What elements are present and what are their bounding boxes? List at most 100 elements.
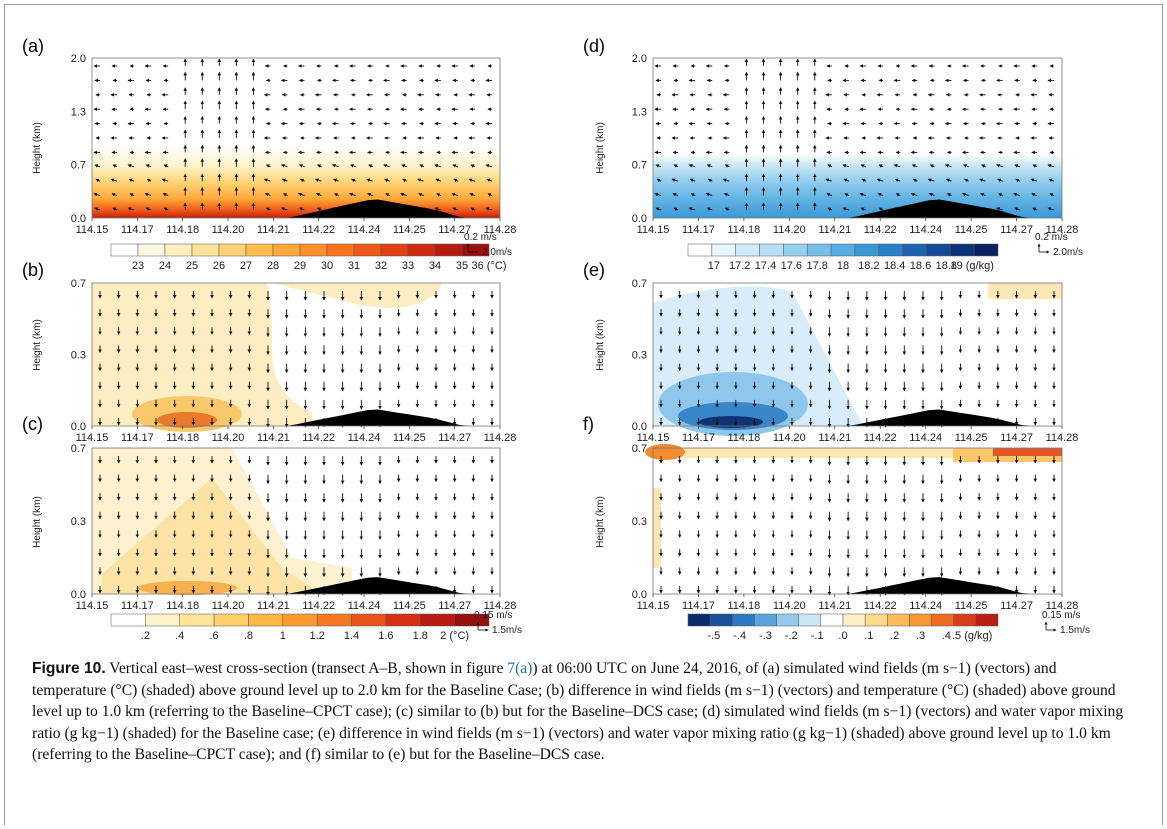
- x-tick-label: 114.18: [166, 224, 199, 236]
- wind-vector: [281, 178, 288, 182]
- wind-vector: [843, 178, 850, 182]
- wind-vector: [859, 192, 867, 197]
- figure-link[interactable]: 7(a): [507, 660, 533, 677]
- wind-vector: [912, 178, 918, 183]
- wind-vector: [453, 178, 459, 183]
- diff-core: [137, 581, 237, 595]
- colorbar-tick-label: 32: [375, 260, 387, 272]
- x-tick-label: 114.18: [166, 600, 199, 612]
- colorbar-swatch: [926, 243, 951, 257]
- x-tick-label: 114.18: [727, 224, 760, 236]
- x-tick-label: 114.28: [1046, 224, 1079, 236]
- x-tick-label: 114.25: [393, 432, 426, 444]
- colorbar-tick-label: 24: [159, 260, 171, 272]
- wind-vector: [163, 207, 169, 211]
- y-tick-label: 0.7: [632, 278, 647, 290]
- wind-vector: [417, 178, 424, 182]
- wind-vector: [981, 164, 986, 168]
- colorbar-tick-label: 1.2: [310, 630, 325, 642]
- colorbar-swatch: [299, 243, 328, 257]
- colorbar-swatch: [975, 613, 999, 627]
- wind-vector: [878, 207, 884, 211]
- x-tick-label: 114.27: [438, 600, 471, 612]
- wind-vector: [996, 207, 1003, 211]
- wind-vector: [452, 207, 459, 211]
- colorbar-tick-label: 17.6: [781, 260, 802, 272]
- terrain: [92, 577, 500, 594]
- x-tick-label: 114.20: [212, 224, 245, 236]
- colorbar-swatch: [191, 243, 220, 257]
- x-tick-label: 114.25: [393, 600, 426, 612]
- colorbar-swatch: [282, 613, 318, 627]
- colorbar-swatch: [461, 243, 490, 257]
- wind-vector: [654, 192, 662, 197]
- wind-vector: [878, 164, 884, 168]
- colorbar-swatch: [687, 613, 711, 627]
- x-tick-label: 114.22: [302, 600, 335, 612]
- wind-vector: [689, 178, 696, 182]
- x-tick-label: 114.25: [955, 224, 988, 236]
- x-tick-label: 114.22: [864, 600, 897, 612]
- y-tick-label: 1.3: [632, 106, 647, 118]
- colorbar-swatch: [754, 613, 777, 627]
- panel-a: (a) Height (km) 114.15 114.17 114.18 114.20…: [22, 36, 516, 272]
- x-tick-label: 114.17: [682, 432, 715, 444]
- colorbar-swatch: [902, 243, 927, 257]
- colorbar-tick-label: 33: [402, 260, 414, 272]
- x-tick-label: 114.18: [727, 432, 760, 444]
- x-tick-label: 114.20: [212, 432, 245, 444]
- y-tick-label: 0.0: [71, 213, 86, 225]
- wind-vector: [980, 193, 986, 197]
- wind-vector: [673, 207, 679, 211]
- wind-vector: [263, 178, 271, 182]
- colorbar-tick-label: 18.8: [936, 260, 957, 272]
- y-tick-label: 0.0: [71, 421, 86, 433]
- x-tick-label: 114.21: [257, 600, 290, 612]
- colorbar-tick-label: .1: [864, 630, 873, 642]
- x-tick-label: 114.25: [393, 224, 426, 236]
- diff-left-edge: [653, 488, 661, 568]
- wind-vector: [368, 164, 373, 168]
- wind-vector: [893, 164, 901, 168]
- wind-vector: [998, 193, 1003, 197]
- y-tick-label: 0.3: [71, 516, 86, 528]
- colorbar-swatch: [218, 243, 247, 257]
- colorbar-swatch: [145, 613, 180, 627]
- wind-vector: [487, 193, 493, 197]
- colorbar-tick-label: .6: [209, 630, 218, 642]
- colorbar-swatch: [179, 613, 215, 627]
- wind-vector: [418, 193, 424, 197]
- wind-vector: [911, 164, 918, 168]
- wind-vector: [673, 164, 679, 168]
- wind-vector: [485, 207, 493, 211]
- wind-vector: [1032, 164, 1038, 168]
- x-tick-label: 114.27: [1000, 600, 1033, 612]
- y-tick-label: 0.7: [71, 160, 86, 172]
- x-tick-label: 114.24: [348, 432, 381, 444]
- colorbar-tick-label: 1.6: [378, 630, 393, 642]
- wind-vector: [317, 207, 322, 211]
- ref-vector-speed: 1.5m/s: [1060, 625, 1090, 636]
- panel-c-ylabel: Height (km): [32, 496, 43, 548]
- colorbar-tick-label: 1.8: [413, 630, 428, 642]
- y-tick-label: 0.3: [632, 516, 647, 528]
- panel-c: (c) Height (km) 114.15 114.17 114.18 114.20…: [22, 414, 522, 642]
- colorbar-swatch: [973, 243, 999, 257]
- wind-vector: [162, 193, 169, 197]
- x-tick-label: 114.28: [1046, 432, 1079, 444]
- x-tick-label: 114.20: [773, 432, 806, 444]
- y-tick-label: 0.7: [632, 160, 647, 172]
- colorbar-tick-label: 18.4: [884, 260, 905, 272]
- wind-vector: [655, 164, 662, 168]
- x-tick-label: 114.15: [76, 224, 109, 236]
- colorbar-swatch: [953, 613, 977, 627]
- panel-a-ylabel: Height (km): [32, 122, 43, 174]
- colorbar-tick-label: .2: [890, 630, 899, 642]
- colorbar-swatch: [434, 243, 463, 257]
- colorbar-tick-label: 1: [280, 630, 286, 642]
- panel-a-label: (a): [22, 36, 44, 56]
- colorbar-swatch: [137, 243, 166, 257]
- terrain: [653, 409, 1062, 426]
- panel-d-label: (d): [583, 36, 605, 56]
- wind-vector: [146, 178, 152, 183]
